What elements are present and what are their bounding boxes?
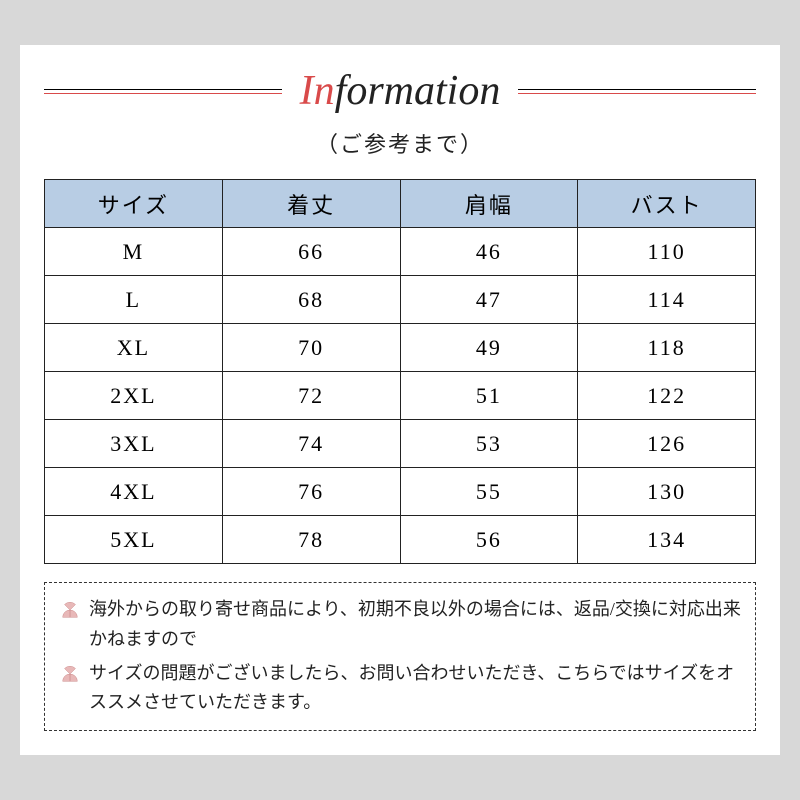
cell: 74 <box>222 420 400 468</box>
table-header-row: サイズ 着丈 肩幅 バスト <box>45 180 756 228</box>
title-accent: In <box>300 68 335 114</box>
title-row: Information <box>44 67 756 115</box>
cell: 47 <box>400 276 578 324</box>
cell: M <box>45 228 223 276</box>
table-row: 3XL 74 53 126 <box>45 420 756 468</box>
col-size: サイズ <box>45 180 223 228</box>
col-shoulder: 肩幅 <box>400 180 578 228</box>
notes-box: 海外からの取り寄せ商品により、初期不良以外の場合には、返品/交換に対応出来かねま… <box>44 582 756 731</box>
note-text: サイズの問題がございましたら、お問い合わせいただき、こちらではサイズをオススメさ… <box>89 659 741 718</box>
table-row: 4XL 76 55 130 <box>45 468 756 516</box>
cell: 126 <box>578 420 756 468</box>
cell: 114 <box>578 276 756 324</box>
cell: 49 <box>400 324 578 372</box>
table-row: 5XL 78 56 134 <box>45 516 756 564</box>
cell: 122 <box>578 372 756 420</box>
cell: 4XL <box>45 468 223 516</box>
cell: 51 <box>400 372 578 420</box>
cell: 70 <box>222 324 400 372</box>
cell: 134 <box>578 516 756 564</box>
cell: 2XL <box>45 372 223 420</box>
cell: 56 <box>400 516 578 564</box>
note-item: 海外からの取り寄せ商品により、初期不良以外の場合には、返品/交換に対応出来かねま… <box>59 595 741 654</box>
cell: 118 <box>578 324 756 372</box>
table-row: 2XL 72 51 122 <box>45 372 756 420</box>
cell: 130 <box>578 468 756 516</box>
table-row: L 68 47 114 <box>45 276 756 324</box>
fan-icon <box>59 663 81 685</box>
cell: 76 <box>222 468 400 516</box>
title-line-left <box>44 89 282 94</box>
cell: 68 <box>222 276 400 324</box>
subtitle: （ご参考まで） <box>44 127 756 159</box>
table-row: XL 70 49 118 <box>45 324 756 372</box>
cell: 53 <box>400 420 578 468</box>
note-text: 海外からの取り寄せ商品により、初期不良以外の場合には、返品/交換に対応出来かねま… <box>89 595 741 654</box>
title-rest: formation <box>335 68 501 114</box>
cell: 46 <box>400 228 578 276</box>
cell: L <box>45 276 223 324</box>
cell: 110 <box>578 228 756 276</box>
cell: 66 <box>222 228 400 276</box>
cell: 5XL <box>45 516 223 564</box>
col-length: 着丈 <box>222 180 400 228</box>
table-body: M 66 46 110 L 68 47 114 XL 70 49 118 2XL… <box>45 228 756 564</box>
page-title: Information <box>300 67 501 115</box>
cell: 55 <box>400 468 578 516</box>
title-line-right <box>518 89 756 94</box>
size-chart-page: Information （ご参考まで） サイズ 着丈 肩幅 バスト M 66 4… <box>20 45 780 755</box>
col-bust: バスト <box>578 180 756 228</box>
cell: 72 <box>222 372 400 420</box>
size-table: サイズ 着丈 肩幅 バスト M 66 46 110 L 68 47 114 XL… <box>44 179 756 564</box>
table-row: M 66 46 110 <box>45 228 756 276</box>
cell: 78 <box>222 516 400 564</box>
fan-icon <box>59 599 81 621</box>
cell: 3XL <box>45 420 223 468</box>
cell: XL <box>45 324 223 372</box>
note-item: サイズの問題がございましたら、お問い合わせいただき、こちらではサイズをオススメさ… <box>59 659 741 718</box>
